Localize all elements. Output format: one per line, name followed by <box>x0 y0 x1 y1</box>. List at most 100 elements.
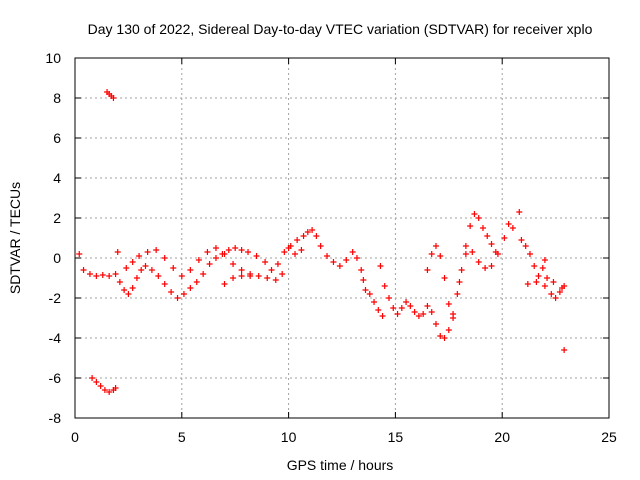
plot-frame <box>74 57 610 419</box>
data-point <box>187 285 194 291</box>
data-point <box>539 265 546 271</box>
data-points <box>76 89 568 395</box>
grid <box>75 58 609 418</box>
data-point <box>358 267 365 273</box>
data-point <box>230 261 237 267</box>
y-tick-label: 2 <box>53 210 61 226</box>
data-point <box>441 275 448 281</box>
data-point <box>97 383 104 389</box>
data-point <box>445 301 452 307</box>
y-axis-label: SDTVAR / TECUs <box>7 182 23 294</box>
data-point <box>454 291 461 297</box>
data-point <box>533 279 540 285</box>
data-point <box>221 251 228 257</box>
data-point <box>501 235 508 241</box>
data-point <box>462 251 469 257</box>
data-point <box>505 221 512 227</box>
data-point <box>366 291 373 297</box>
data-point <box>114 249 121 255</box>
x-tick-label: 5 <box>178 429 186 445</box>
data-point <box>99 272 106 278</box>
data-point <box>121 287 128 293</box>
data-point <box>420 311 427 317</box>
data-point <box>458 267 465 273</box>
data-point <box>292 251 299 257</box>
data-point <box>561 347 568 353</box>
data-point <box>407 303 414 309</box>
y-tick-label: -2 <box>49 290 62 306</box>
data-point <box>161 281 168 287</box>
data-point <box>526 251 533 257</box>
data-point <box>415 313 422 319</box>
data-point <box>462 243 469 249</box>
data-point <box>336 263 343 269</box>
data-point <box>170 265 177 271</box>
data-point <box>212 255 219 261</box>
data-point <box>471 211 478 217</box>
data-point <box>317 243 324 249</box>
data-point <box>456 279 463 285</box>
data-point <box>294 237 301 243</box>
data-point <box>144 249 151 255</box>
data-point <box>281 249 288 255</box>
data-point <box>274 261 281 267</box>
data-point <box>285 245 292 251</box>
data-point <box>324 253 331 259</box>
data-point <box>428 309 435 315</box>
data-point <box>309 227 316 233</box>
data-point <box>475 215 482 221</box>
data-point <box>264 275 271 281</box>
data-point <box>298 247 305 253</box>
data-point <box>232 245 239 251</box>
data-point <box>89 375 96 381</box>
data-point <box>381 283 388 289</box>
data-point <box>247 271 254 277</box>
data-point <box>403 299 410 305</box>
data-point <box>142 263 149 269</box>
data-point <box>450 315 457 321</box>
data-point <box>394 311 401 317</box>
data-point <box>204 249 211 255</box>
data-point <box>353 255 360 261</box>
data-point <box>362 287 369 293</box>
data-point <box>93 379 100 385</box>
data-point <box>349 249 356 255</box>
x-tick-label: 0 <box>71 429 79 445</box>
data-point <box>385 295 392 301</box>
data-point <box>180 291 187 297</box>
data-point <box>313 233 320 239</box>
data-point <box>138 267 145 273</box>
axis-ticks: 0 5 10 15 20 25 -8 -6 -4 -2 0 2 4 6 8 10 <box>45 50 617 445</box>
data-point <box>437 333 444 339</box>
data-point <box>516 209 523 215</box>
data-point <box>441 335 448 341</box>
y-tick-label: 0 <box>53 250 61 266</box>
data-point <box>390 305 397 311</box>
data-point <box>129 259 136 265</box>
data-point <box>330 259 337 265</box>
y-tick-label: 10 <box>45 50 61 66</box>
x-tick-label: 15 <box>388 429 404 445</box>
data-point <box>238 267 245 273</box>
data-point <box>101 387 108 393</box>
data-point <box>371 299 378 305</box>
data-point <box>129 285 136 291</box>
data-point <box>535 273 542 279</box>
data-point <box>123 265 130 271</box>
x-axis-label: GPS time / hours <box>287 457 394 473</box>
data-point <box>106 273 113 279</box>
data-point <box>488 263 495 269</box>
data-point <box>411 309 418 315</box>
data-point <box>200 271 207 277</box>
data-point <box>106 389 113 395</box>
data-point <box>424 303 431 309</box>
data-point <box>155 273 162 279</box>
data-point <box>268 267 275 273</box>
data-point <box>238 273 245 279</box>
data-point <box>544 275 551 281</box>
data-point <box>238 247 245 253</box>
data-point <box>212 245 219 251</box>
data-point <box>541 283 548 289</box>
data-point <box>467 223 474 229</box>
